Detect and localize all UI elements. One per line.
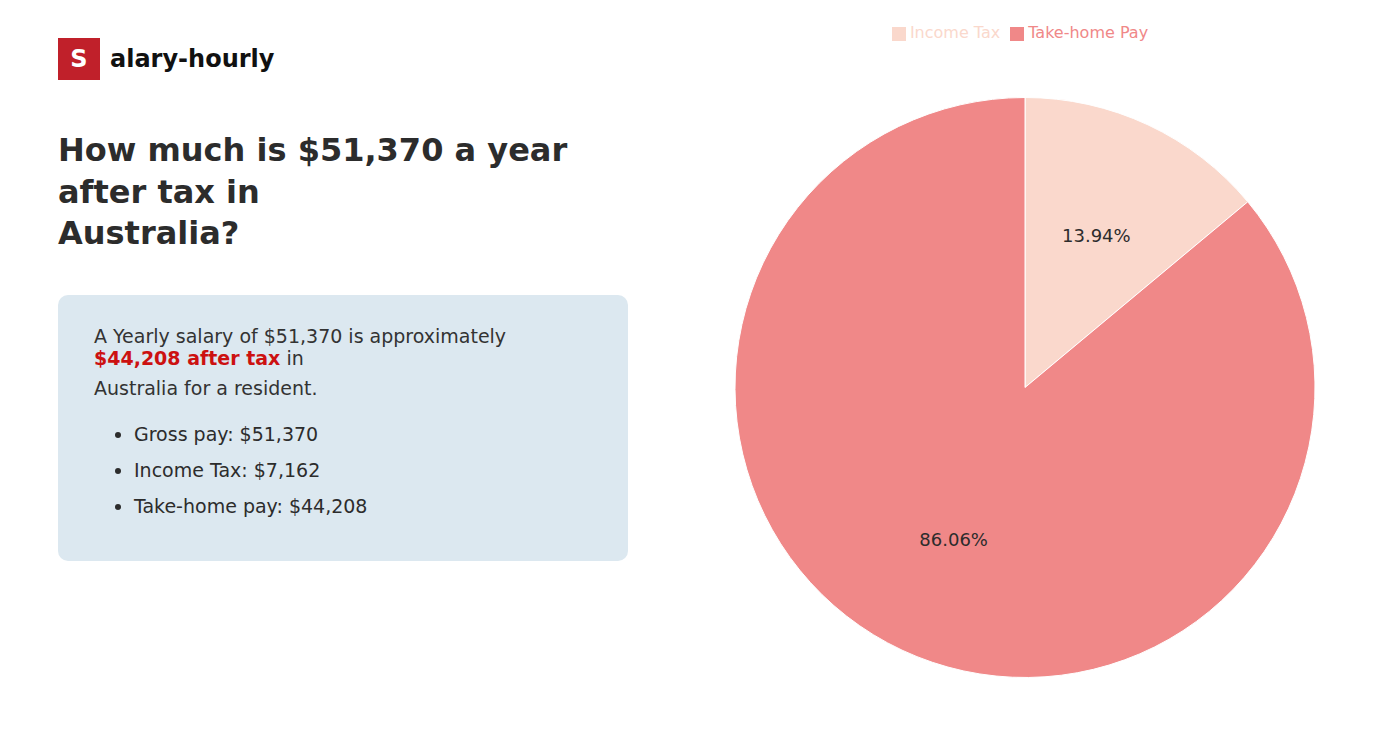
html-text:S: S xyxy=(70,45,88,73)
svg-text:13.94%: 13.94% xyxy=(1062,225,1131,246)
html-text:Income Tax: Income Tax xyxy=(909,23,1001,42)
html-text:Income Tax: $7,162: Income Tax: $7,162 xyxy=(134,458,321,481)
html-text:Gross pay: $51,370: Gross pay: $51,370 xyxy=(134,422,319,445)
html-text:Take-home pay: $44,208: Take-home pay: $44,208 xyxy=(134,494,368,517)
svg-text:86.06%: 86.06% xyxy=(919,529,988,550)
html-text:Take-home Pay: Take-home Pay xyxy=(1028,23,1149,42)
html-text:Australia for a resident.: Australia for a resident. xyxy=(94,376,318,399)
html-text:$44,208 after tax in: $44,208 after tax in xyxy=(94,346,304,369)
html-text:A Yearly salary of $51,370 is: A Yearly salary of $51,370 is approximat… xyxy=(94,324,513,347)
html-text:How much is $51,370 a year aft: How much is $51,370 a year after tax in … xyxy=(58,131,568,253)
html-text:alary-hourly: alary-hourly xyxy=(110,45,275,73)
